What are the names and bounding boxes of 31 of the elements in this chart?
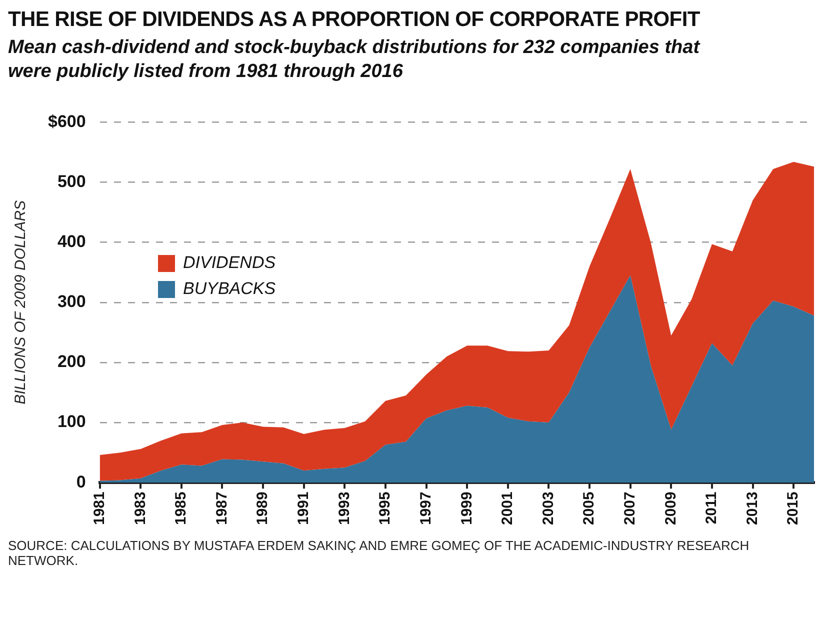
x-tick-label: 1983 bbox=[132, 492, 149, 526]
x-tick-label: 1987 bbox=[213, 492, 230, 526]
x-tick-label: 2011 bbox=[703, 492, 720, 524]
x-tick-label: 1981 bbox=[90, 492, 108, 526]
legend-label: DIVIDENDS bbox=[183, 253, 276, 273]
x-tick-label: 1989 bbox=[254, 492, 272, 526]
x-tick-label: 1985 bbox=[172, 492, 190, 526]
x-tick-label: 1997 bbox=[417, 492, 434, 526]
y-tick-label: 100 bbox=[57, 412, 86, 432]
x-tick-label: 2013 bbox=[744, 492, 761, 526]
y-tick-label: 0 bbox=[76, 472, 86, 492]
x-tick-label: 1991 bbox=[295, 492, 312, 526]
legend-label: BUYBACKS bbox=[183, 279, 276, 299]
chart-subtitle: Mean cash-dividend and stock-buyback distributions for 232 companies that were publicly listed from 1981 through 2016 bbox=[8, 36, 702, 84]
y-tick-label: 300 bbox=[57, 292, 86, 312]
y-tick-label: 400 bbox=[57, 232, 86, 252]
y-tick-label: 500 bbox=[57, 172, 86, 191]
x-tick-label: 2003 bbox=[540, 492, 557, 526]
x-tick-label: 1999 bbox=[458, 492, 476, 526]
x-tick-label: 2001 bbox=[499, 492, 516, 526]
y-tick-label: $600 bbox=[48, 112, 86, 131]
x-tick-label: 2005 bbox=[580, 492, 598, 526]
x-tick-label: 2015 bbox=[784, 492, 802, 526]
source-note: SOURCE: CALCULATIONS BY MUSTAFA ERDEM SAKINÇ AND EMRE GOMEÇ OF THE ACADEMIC-INDUSTRY RESEARCH NETWORK. bbox=[8, 538, 750, 568]
x-tick-label: 2009 bbox=[662, 492, 680, 526]
y-tick-label: 200 bbox=[57, 352, 86, 372]
x-tick-label: 2007 bbox=[621, 492, 638, 526]
y-axis-title: BILLIONS OF 2009 DOLLARS bbox=[12, 200, 30, 404]
x-tick-label: 1993 bbox=[336, 492, 353, 526]
x-tick-label: 1995 bbox=[376, 492, 394, 526]
chart-title: THE RISE OF DIVIDENDS AS A PROPORTION OF CORPORATE PROFIT bbox=[8, 8, 701, 32]
